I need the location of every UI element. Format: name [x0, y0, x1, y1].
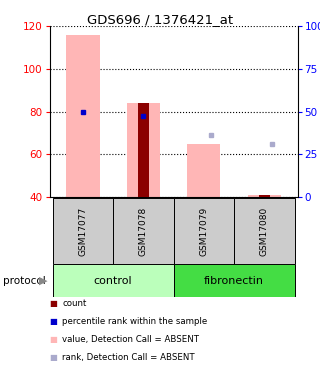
Text: control: control: [94, 276, 132, 286]
Text: GSM17077: GSM17077: [78, 206, 87, 256]
Text: ▶: ▶: [39, 276, 47, 285]
Bar: [52, 264, 174, 297]
Text: GSM17080: GSM17080: [260, 206, 269, 256]
Bar: [52, 198, 113, 264]
Bar: [234, 198, 295, 264]
Bar: [259, 195, 270, 197]
Bar: [174, 198, 234, 264]
Text: rank, Detection Call = ABSENT: rank, Detection Call = ABSENT: [62, 353, 195, 362]
Bar: [66, 35, 100, 197]
Bar: [127, 103, 160, 197]
Text: ■: ■: [50, 335, 58, 344]
Text: count: count: [62, 299, 87, 308]
Bar: [248, 195, 281, 197]
Text: ■: ■: [50, 353, 58, 362]
Text: GDS696 / 1376421_at: GDS696 / 1376421_at: [87, 13, 233, 26]
Text: ■: ■: [50, 317, 58, 326]
Bar: [174, 264, 295, 297]
Bar: [138, 103, 149, 197]
Text: value, Detection Call = ABSENT: value, Detection Call = ABSENT: [62, 335, 199, 344]
Bar: [113, 198, 174, 264]
Text: protocol: protocol: [3, 276, 46, 285]
Bar: [187, 144, 220, 197]
Text: GSM17078: GSM17078: [139, 206, 148, 256]
Text: fibronectin: fibronectin: [204, 276, 264, 286]
Text: percentile rank within the sample: percentile rank within the sample: [62, 317, 208, 326]
Text: ■: ■: [50, 299, 58, 308]
Text: GSM17079: GSM17079: [199, 206, 208, 256]
